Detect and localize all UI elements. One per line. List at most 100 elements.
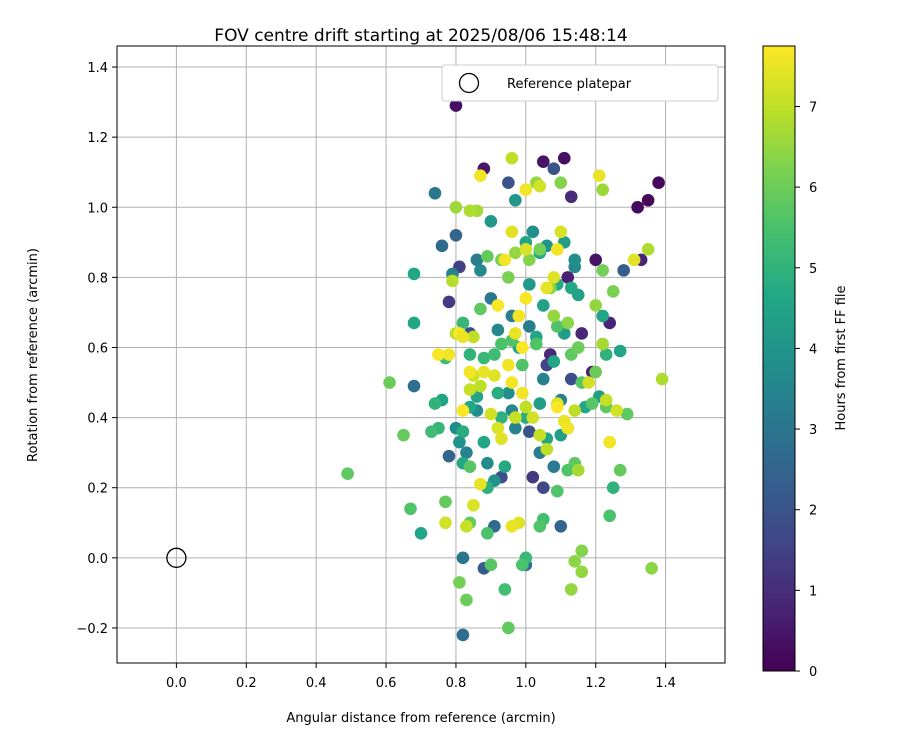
legend-box [441, 64, 719, 102]
data-point [554, 519, 568, 533]
data-point [547, 460, 561, 473]
data-point [491, 299, 505, 312]
data-point [641, 243, 655, 256]
data-point [502, 271, 515, 284]
data-point [502, 176, 515, 190]
data-point [540, 281, 554, 295]
data-point [509, 193, 522, 207]
data-point [571, 288, 585, 302]
data-point [550, 484, 564, 498]
data-point [530, 337, 543, 351]
reference-marker [166, 547, 187, 568]
data-point [463, 204, 477, 218]
y-tick-label: 1.0 [87, 201, 108, 216]
colorbar-tick-label: 4 [809, 342, 817, 357]
y-tick-label: 1.4 [87, 61, 108, 76]
data-point [505, 519, 519, 533]
data-point [481, 526, 494, 540]
colorbar-tick-label: 6 [809, 181, 817, 196]
data-point [498, 253, 512, 267]
data-point [477, 435, 491, 449]
data-point [523, 253, 536, 267]
data-point [491, 386, 505, 400]
x-tick-label: 0.2 [236, 676, 257, 691]
data-point [547, 309, 561, 323]
data-point [463, 460, 477, 473]
data-point [516, 358, 529, 372]
colorbar-gradient [762, 45, 796, 672]
data-point [589, 253, 603, 267]
data-point [449, 99, 463, 112]
data-point [407, 267, 421, 281]
data-point [519, 183, 533, 197]
data-point [435, 239, 449, 253]
data-point [456, 330, 470, 344]
data-point [536, 299, 550, 312]
data-point [446, 274, 459, 288]
data-point [564, 583, 578, 596]
colorbar-tick-label: 2 [809, 504, 817, 519]
data-point [596, 183, 610, 197]
colorbar-tick-label: 1 [809, 584, 817, 599]
data-point [536, 155, 550, 168]
data-point [456, 628, 470, 642]
data-point [474, 264, 487, 277]
data-point [505, 151, 519, 165]
colorbar-ticks: 0 1 2 3 4 5 6 7 [795, 100, 817, 680]
data-point [488, 369, 501, 382]
data-point [575, 544, 589, 558]
data-point [592, 169, 606, 183]
data-point [407, 379, 421, 393]
data-point [589, 365, 603, 379]
data-point [568, 404, 582, 417]
data-point [463, 383, 477, 396]
data-point [519, 400, 533, 414]
data-point [463, 365, 477, 379]
data-point [617, 264, 630, 277]
data-point [561, 421, 575, 435]
data-point [474, 169, 487, 183]
data-point [603, 509, 616, 523]
x-tick-label: 0.8 [446, 676, 467, 691]
data-point [568, 253, 582, 267]
y-tick-label: 0.8 [87, 271, 108, 286]
data-point [481, 456, 494, 470]
y-axis-label: Rotation from reference (arcmin) [26, 248, 41, 462]
data-point [509, 327, 522, 340]
x-tick-label: 0.4 [306, 676, 327, 691]
data-point [536, 372, 550, 386]
data-point [564, 372, 578, 386]
data-point [404, 502, 417, 516]
data-point [575, 327, 589, 340]
data-point [516, 341, 529, 354]
data-point [533, 243, 547, 256]
data-point [631, 200, 644, 214]
data-point [439, 516, 452, 530]
data-point [523, 425, 536, 438]
data-points [341, 99, 669, 642]
data-point [495, 432, 508, 445]
data-point [547, 271, 561, 284]
data-point [557, 151, 571, 165]
data-point [484, 558, 498, 572]
data-point [407, 316, 421, 330]
data-point [561, 271, 575, 284]
data-point [561, 463, 575, 477]
colorbar-tick-label: 5 [809, 262, 817, 277]
data-point [613, 344, 627, 358]
chart-title: FOV centre drift starting at 2025/08/06 … [214, 26, 627, 46]
data-point [477, 365, 491, 379]
data-point [460, 446, 473, 459]
data-point [526, 470, 540, 484]
y-tick-label: −0.2 [76, 622, 108, 637]
data-point [575, 565, 589, 579]
x-tick-label: 1.0 [515, 676, 536, 691]
y-tick-label: 0.2 [87, 482, 108, 497]
data-point [502, 358, 515, 372]
data-point [474, 477, 487, 491]
colorbar-tick-label: 0 [809, 665, 817, 680]
data-point [519, 243, 533, 256]
data-point [536, 481, 550, 495]
y-axis-ticks: −0.2 0.0 0.2 0.4 0.6 0.8 1.0 1.2 1.4 [76, 61, 117, 637]
